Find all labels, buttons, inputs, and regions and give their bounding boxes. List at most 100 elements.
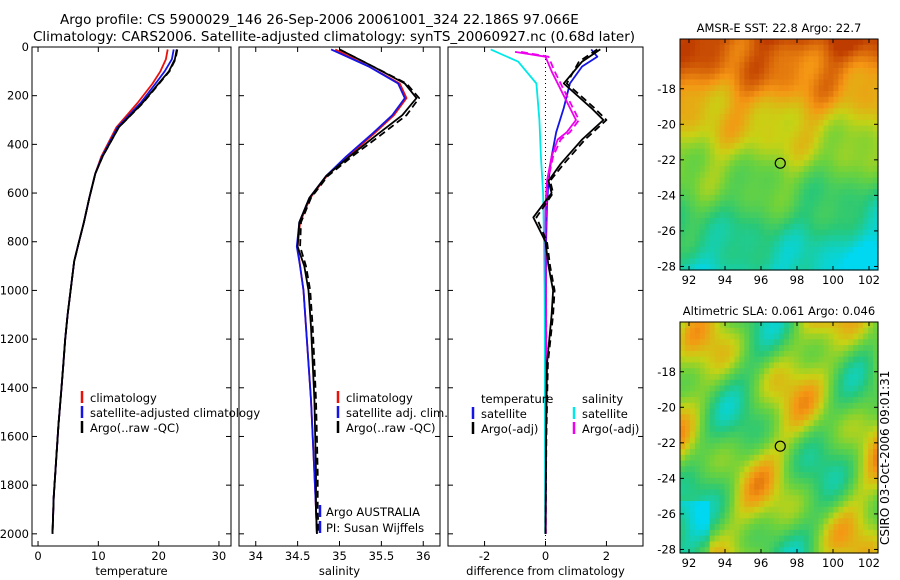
map-cell [694, 547, 701, 554]
map-cell [808, 529, 815, 537]
map-cell [843, 547, 849, 554]
map-cell [764, 512, 770, 519]
map-cell [868, 391, 874, 398]
map-cell [749, 472, 755, 479]
map-cell [779, 252, 785, 260]
map-cell [853, 397, 859, 404]
map-cell [818, 39, 825, 46]
map-cell [808, 397, 815, 404]
map-cell [798, 524, 805, 531]
map-cell [754, 148, 760, 156]
map-cell [684, 489, 691, 496]
map-cell [739, 327, 745, 335]
map-cell [739, 252, 745, 260]
map-cell [813, 114, 820, 121]
map-cell [714, 385, 721, 392]
map-cell [848, 518, 854, 525]
map-cell [828, 148, 835, 156]
map-cell [684, 350, 691, 358]
map-cell [843, 454, 849, 462]
map-cell [873, 477, 879, 485]
map-cell [759, 547, 765, 554]
map-cell [873, 218, 879, 225]
map-cell [793, 477, 800, 485]
map-field [680, 322, 879, 554]
map-cell [744, 200, 750, 208]
map-cell [709, 495, 716, 502]
map-cell [714, 114, 721, 121]
map-cell [853, 373, 859, 381]
map-cell [699, 420, 706, 427]
map-cell [793, 223, 800, 231]
map-cell [873, 200, 879, 208]
map-cell [798, 96, 805, 104]
map-cell [684, 39, 691, 46]
map-cell [774, 460, 780, 467]
map-cell [749, 408, 755, 416]
map-cell [704, 44, 711, 52]
map-cell [769, 131, 775, 138]
map-cell [788, 368, 795, 375]
map-cell [684, 114, 691, 121]
map-cell [793, 56, 800, 63]
map-cell [783, 246, 790, 254]
map-cell [699, 512, 706, 519]
map-cell [764, 397, 770, 404]
map-cell [823, 189, 830, 196]
map-cell [818, 524, 825, 531]
map-cell [704, 541, 711, 548]
map-cell [843, 518, 849, 525]
map-cell [754, 529, 760, 537]
map-cell [759, 108, 765, 115]
map-cell [734, 362, 740, 369]
map-cell [699, 56, 706, 63]
map-cell [689, 322, 696, 329]
map-cell [719, 50, 726, 57]
map-cell [788, 229, 795, 236]
map-cell [774, 119, 780, 127]
map-cell [684, 44, 691, 52]
map-cell [843, 431, 849, 439]
map-cell [858, 246, 864, 254]
map-cell [719, 229, 726, 236]
map-cell [823, 512, 830, 519]
map-cell [739, 96, 745, 104]
map-cell [793, 356, 800, 364]
map-cell [680, 102, 686, 109]
map-cell [779, 39, 785, 46]
map-cell [739, 160, 745, 167]
map-cell [709, 477, 716, 485]
map-cell [818, 518, 825, 525]
map-cell [783, 362, 790, 369]
map-cell [714, 333, 721, 340]
map-cell [769, 252, 775, 260]
map-cell [680, 148, 686, 156]
map-cell [813, 414, 820, 421]
map-cell [709, 114, 716, 121]
map-cell [858, 102, 864, 109]
map-cell [689, 223, 696, 231]
map-cell [788, 327, 795, 335]
map-cell [843, 529, 849, 537]
map-cell [684, 90, 691, 98]
map-cell [783, 333, 790, 340]
map-cell [714, 183, 721, 190]
map-cell [774, 142, 780, 150]
map-cell [798, 408, 805, 416]
map-cell [848, 333, 854, 340]
map-cell [793, 171, 800, 179]
map-cell [704, 466, 711, 473]
map-cell [759, 414, 765, 421]
map-cell [788, 166, 795, 173]
map-cell [818, 67, 825, 75]
map-cell [823, 137, 830, 144]
map-cell [783, 541, 790, 548]
map-cell [684, 206, 691, 213]
map-cell [684, 460, 691, 467]
map-cell [729, 246, 736, 254]
map-cell [788, 177, 795, 184]
map-cell [813, 506, 820, 514]
map-cell [798, 362, 805, 369]
map-cell [680, 90, 686, 98]
map-cell [709, 339, 716, 346]
